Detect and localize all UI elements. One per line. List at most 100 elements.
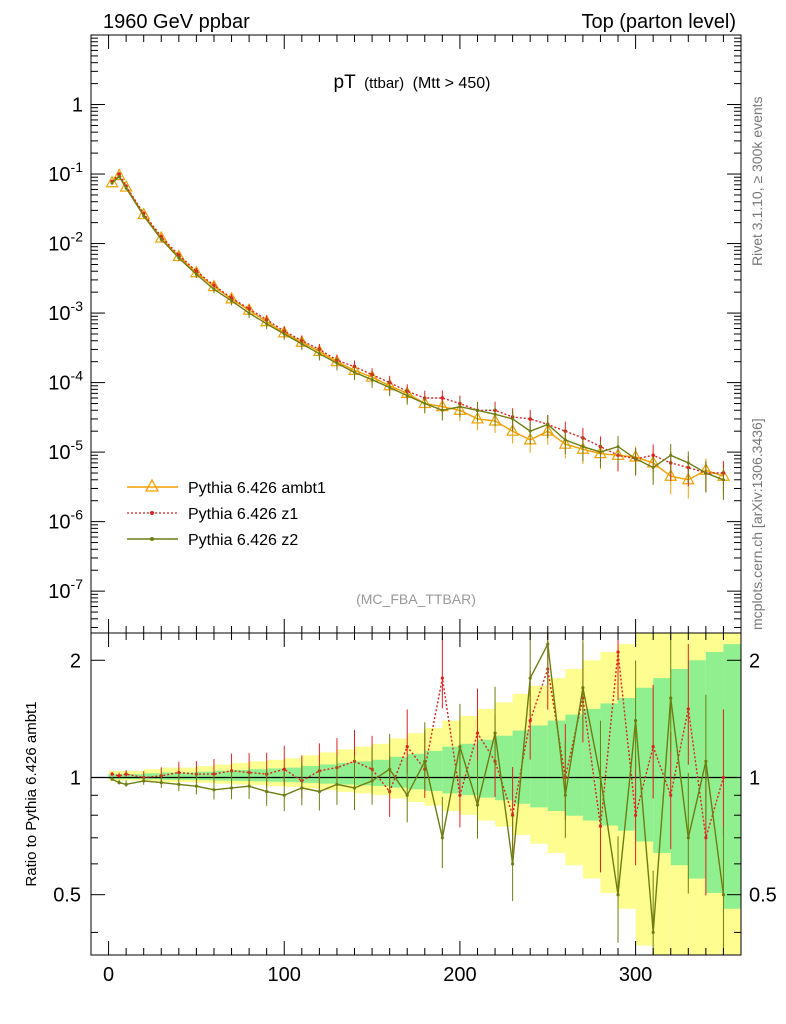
series-point-2	[616, 445, 620, 449]
ratio-point-1	[546, 642, 550, 646]
ratio-point-0	[110, 772, 114, 776]
ratio-band-inner	[459, 743, 478, 796]
series-point-2	[493, 412, 497, 416]
ratio-band-inner	[600, 703, 619, 826]
series-point-2	[317, 352, 321, 356]
ratio-y-tick-label: 1	[70, 767, 81, 789]
ratio-point-1	[159, 781, 163, 785]
series-line-0	[111, 174, 724, 481]
main-panel: 10-7 10-6 10-5 10-4 10-3 10-2 10-1 1 pT (ttbar)…	[48, 34, 742, 634]
ratio-point-1	[440, 836, 444, 840]
ratio-point-1	[511, 862, 515, 866]
ratio-band-inner	[336, 762, 355, 785]
series-point-2	[423, 402, 427, 406]
main-y-tick-label: 10-2	[48, 229, 83, 256]
legend-marker-ambt1	[144, 478, 160, 492]
ratio-point-1	[282, 793, 286, 797]
ratio-point-1	[686, 836, 690, 840]
ratio-point-0	[117, 774, 121, 778]
series-point-2	[388, 385, 392, 389]
series-point-2	[353, 370, 357, 374]
ratio-band-inner	[301, 766, 320, 783]
legend-label-z1: Pythia 6.426 z1	[188, 506, 298, 523]
ratio-point-1	[423, 759, 427, 763]
ratio-band-inner	[126, 774, 144, 780]
ratio-band-inner	[161, 772, 179, 780]
series-point-2	[230, 299, 234, 303]
ratio-point-1	[704, 759, 708, 763]
x-tick-label: 300	[619, 964, 652, 986]
analysis-label: (MC_FBA_TTBAR)	[356, 591, 476, 607]
ratio-point-1	[458, 745, 462, 749]
ratio-point-1	[300, 786, 304, 790]
main-axes: 10-7 10-6 10-5 10-4 10-3 10-2 10-1 1	[48, 34, 742, 633]
x-tick-label: 100	[268, 964, 301, 986]
ratio-point-0	[511, 813, 515, 817]
x-tick-label: 0	[103, 964, 114, 986]
main-title-tail: (Mtt > 450)	[413, 75, 491, 92]
ratio-point-1	[194, 784, 199, 788]
ratio-point-0	[721, 775, 726, 780]
ratio-point-1	[352, 786, 357, 790]
ratio-point-0	[405, 745, 409, 749]
ratio-data-layer	[91, 633, 741, 955]
series-point-2	[300, 342, 304, 346]
main-y-tick-label: 10-7	[48, 576, 83, 603]
series-point-2	[634, 457, 638, 461]
ratio-band-inner	[354, 761, 373, 786]
ratio-point-1	[581, 686, 585, 690]
ratio-band-inner	[530, 725, 548, 808]
ratio-band-inner	[108, 774, 127, 780]
ratio-point-1	[475, 803, 480, 807]
series-point-2	[704, 471, 708, 475]
ratio-point-0	[177, 770, 181, 775]
ratio-ylabel: Ratio to Pythia 6.426 ambt1	[23, 701, 40, 886]
ratio-band-inner	[547, 720, 566, 812]
series-point-1	[651, 453, 655, 458]
ratio-point-1	[117, 781, 121, 785]
series-point-2	[669, 453, 673, 457]
ratio-point-0	[669, 793, 673, 797]
ratio-point-0	[633, 813, 638, 817]
series-point-2	[177, 256, 181, 260]
ratio-y-tick-label-right: 2	[749, 650, 760, 672]
series-point-2	[511, 417, 515, 421]
legend-item-z1: Pythia 6.426 z1	[127, 506, 298, 523]
series-point-2	[475, 408, 479, 412]
ratio-point-1	[124, 782, 128, 786]
rivet-label: Rivet 3.1.10, ≥ 300k events	[749, 96, 765, 266]
ratio-frame	[90, 632, 742, 956]
series-point-2	[440, 408, 444, 412]
series-point-1	[117, 172, 121, 176]
ratio-band-inner	[266, 768, 285, 782]
legend-item-z2: Pythia 6.426 z2	[127, 532, 298, 549]
series-point-2	[721, 478, 725, 482]
ratio-point-1	[265, 789, 269, 794]
main-y-tick-label: 1	[72, 95, 83, 117]
series-point-0	[137, 207, 151, 220]
main-y-tick-label: 10-5	[48, 437, 83, 464]
ratio-point-1	[405, 793, 409, 797]
legend-marker-z2	[150, 537, 154, 541]
series-point-2	[335, 361, 339, 365]
ratio-band-inner	[565, 714, 583, 816]
ratio-point-1	[110, 777, 114, 781]
series-point-2	[142, 214, 146, 218]
ratio-band-inner	[705, 652, 724, 894]
ratio-point-0	[651, 745, 655, 749]
main-title: pT (ttbar) (Mtt > 450)	[334, 72, 491, 93]
mcplots-label: mcplots.cern.ch [arXiv:1306.3436]	[749, 418, 765, 630]
ratio-y-tick-label-right: 0.5	[749, 885, 777, 907]
ratio-point-1	[669, 696, 673, 700]
main-title-main: pT	[334, 72, 357, 93]
ratio-point-1	[317, 789, 321, 794]
ratio-point-1	[335, 782, 339, 786]
series-point-0	[105, 175, 119, 188]
series-point-2	[458, 405, 462, 409]
series-point-2	[370, 378, 374, 382]
series-point-2	[194, 272, 198, 276]
series-point-1	[440, 396, 445, 400]
ratio-point-0	[475, 731, 480, 735]
ratio-band-inner	[495, 735, 513, 801]
series-point-2	[117, 175, 121, 179]
